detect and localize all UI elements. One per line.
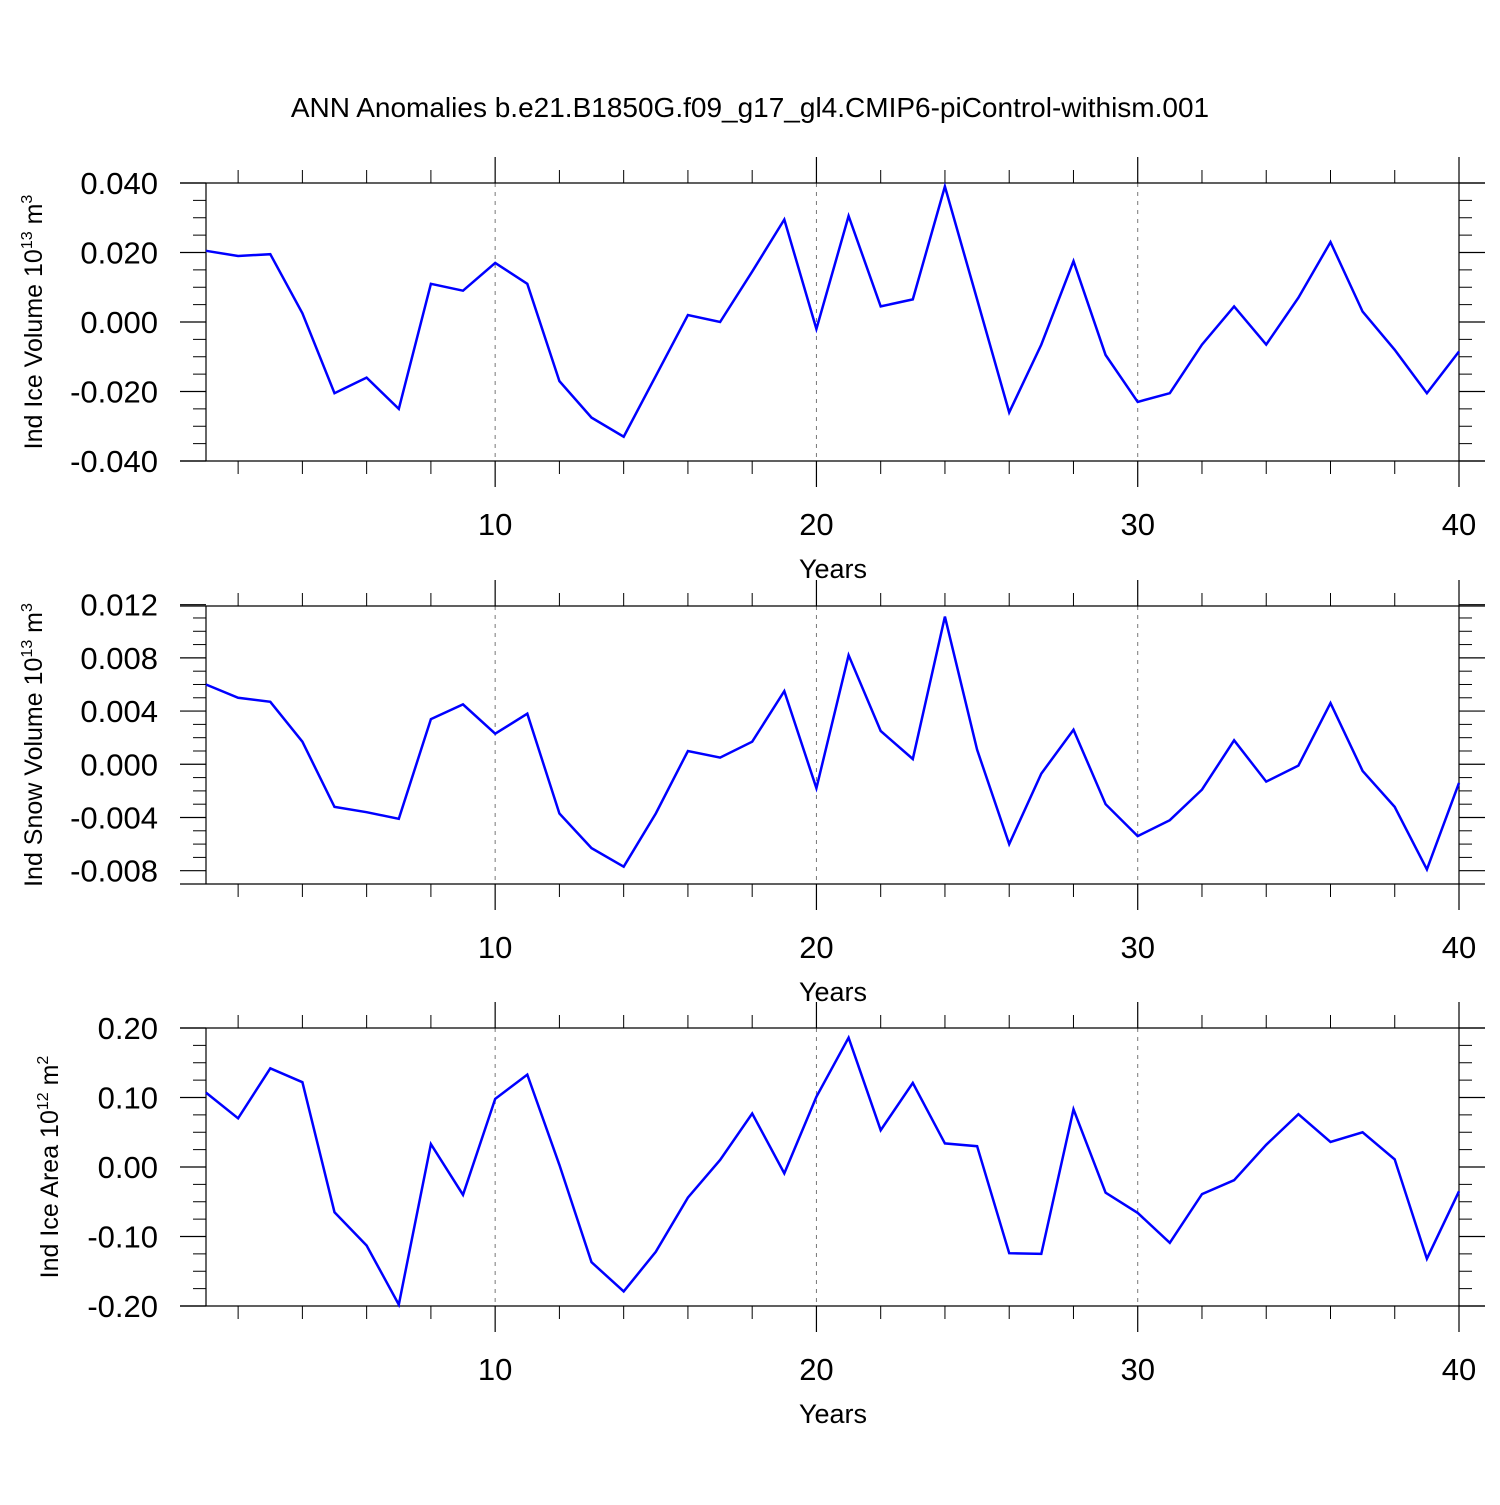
x-tick-label: 40 [1442,1352,1476,1387]
y-tick-label: -0.020 [70,375,158,410]
x-tick-label: 30 [1120,507,1154,542]
y-axis-label: Ind Ice Volume 1013 m3 [19,195,48,450]
x-tick-label: 30 [1120,930,1154,965]
y-tick-label: 0.020 [80,236,158,271]
x-axis-label: Years [799,554,867,584]
y-tick-label: 0.00 [98,1150,158,1185]
y-tick-label: 0.000 [80,305,158,340]
x-tick-label: 20 [799,507,833,542]
figure-title: ANN Anomalies b.e21.B1850G.f09_g17_gl4.C… [290,92,1210,123]
x-tick-label: 30 [1120,1352,1154,1387]
y-tick-label: -0.10 [87,1220,158,1255]
series-line [205,616,1461,873]
x-axis-label: Years [799,1399,867,1429]
y-tick-label: 0.10 [98,1081,158,1116]
y-tick-label: 0.012 [80,588,158,623]
y-axis-label: Ind Snow Volume 1013 m3 [19,603,48,887]
y-tick-label: 0.20 [98,1011,158,1046]
chart-panel-3: 10 20 30 40 -0.20 -0.10 0.00 0.10 0.20 Years Ind I… [35,1002,1485,1429]
chart-panel-2: 10 20 30 40 -0.008 -0.004 0.000 0.004 0.008 0.012… [19,580,1485,1007]
x-tick-label: 40 [1442,507,1476,542]
x-tick-label: 10 [478,1352,512,1387]
series-line [205,181,1460,439]
x-tick-label: 10 [478,507,512,542]
x-axis-label: Years [799,977,867,1007]
series-line [205,1034,1461,1309]
y-tick-label: -0.004 [70,800,158,835]
chart-panel-1: 10 20 30 40 -0.040 -0.020 0.000 0.020 0.040 Years… [19,157,1485,584]
y-tick-label: 0.004 [80,694,158,729]
y-tick-label: 0.000 [80,747,158,782]
y-tick-label: -0.008 [70,854,158,889]
x-tick-label: 10 [478,930,512,965]
x-tick-label: 40 [1442,930,1476,965]
y-tick-label: 0.040 [80,166,158,201]
y-tick-label: 0.008 [80,641,158,676]
y-tick-label: -0.040 [70,444,158,479]
y-tick-label: -0.20 [87,1289,158,1324]
y-axis-label: Ind Ice Area 1012 m2 [35,1056,64,1279]
x-tick-label: 20 [799,930,833,965]
x-tick-label: 20 [799,1352,833,1387]
